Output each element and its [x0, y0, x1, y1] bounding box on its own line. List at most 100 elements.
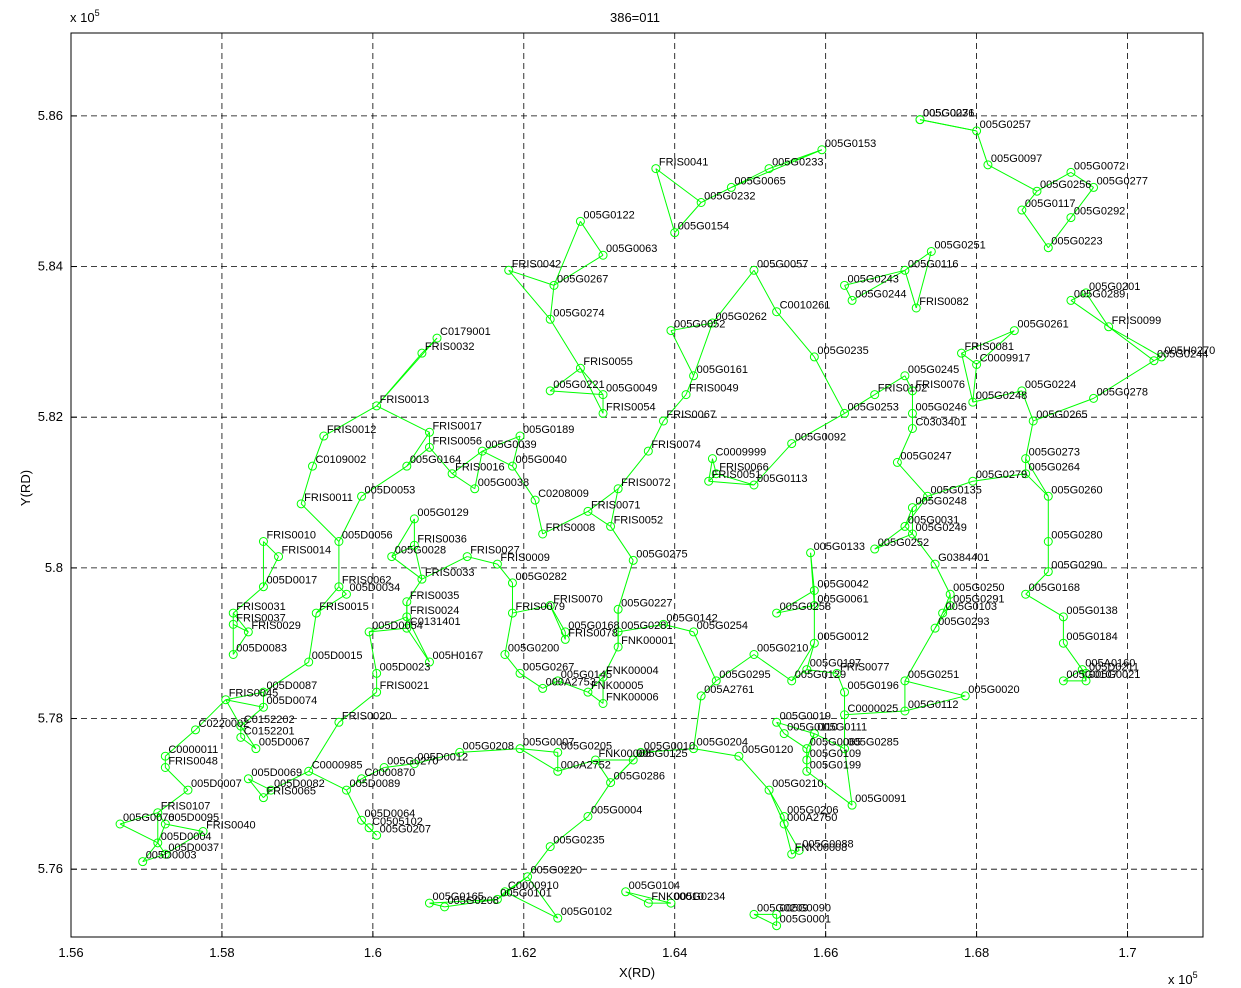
network-edge — [806, 669, 838, 674]
network-edge — [961, 353, 974, 403]
node-label: C0303401 — [915, 417, 966, 429]
node-label: C0010261 — [780, 300, 831, 312]
network-node — [153, 838, 163, 848]
network-node — [749, 265, 759, 275]
network-node — [960, 691, 970, 701]
node-label: 005G0286 — [614, 771, 665, 783]
network-edge — [429, 898, 498, 904]
network-node — [500, 650, 510, 659]
network-edge — [384, 763, 415, 768]
network-edge — [346, 789, 362, 821]
node-label: 005G0076 — [123, 812, 174, 824]
network-node — [266, 785, 276, 795]
node-label: 005G0120 — [742, 744, 793, 756]
network-node — [545, 601, 555, 611]
network-node — [1149, 356, 1159, 366]
network-edge — [791, 642, 815, 682]
network-edge — [961, 330, 1015, 354]
network-edge — [976, 130, 989, 165]
network-nodes — [115, 115, 1166, 931]
network-edge — [896, 428, 913, 463]
network-node — [749, 650, 759, 659]
network-node — [160, 751, 170, 761]
network-edge — [904, 270, 917, 309]
network-edge — [776, 721, 815, 735]
network-node — [1017, 205, 1027, 215]
network-edge — [1025, 593, 1064, 618]
network-edge — [1025, 458, 1049, 497]
node-label: FRIS0014 — [282, 545, 332, 557]
network-edge — [806, 733, 815, 749]
node-label: 005A2761 — [704, 684, 754, 696]
network-edge — [376, 352, 423, 407]
network-edge — [323, 405, 377, 437]
node-label: 005G0275 — [636, 548, 687, 560]
network-node — [779, 819, 789, 829]
network-node — [409, 540, 419, 550]
network-edge — [874, 375, 906, 396]
node-label: 005G0292 — [1074, 206, 1125, 218]
network-edge — [587, 488, 619, 512]
network-edge — [391, 518, 415, 557]
network-node — [334, 582, 344, 592]
network-edge — [655, 168, 676, 233]
network-edge — [587, 510, 611, 527]
network-node — [598, 390, 608, 400]
node-label: 005G0168 — [568, 620, 619, 632]
network-edge — [1070, 292, 1087, 301]
node-label: 005G0278 — [1097, 386, 1148, 398]
network-node — [402, 623, 412, 633]
node-label: FRIS0033 — [425, 567, 475, 579]
network-node — [409, 514, 419, 524]
network-edge — [731, 168, 770, 188]
network-node — [507, 461, 517, 471]
network-edge — [972, 390, 1022, 403]
node-label: 005G0091 — [855, 793, 906, 805]
network-node — [764, 785, 774, 795]
y-tick-label: 5.84 — [38, 259, 63, 274]
network-node — [364, 627, 374, 637]
network-edge — [1070, 171, 1094, 188]
network-node — [726, 182, 736, 192]
network-edge — [429, 447, 453, 475]
node-label: 005G0253 — [848, 401, 899, 413]
network-node — [1081, 676, 1091, 686]
node-label: 005G0220 — [531, 865, 582, 877]
network-node — [549, 280, 559, 290]
node-label: 005G0209 — [757, 902, 808, 914]
node-label: FRIS0067 — [666, 409, 716, 421]
node-label: 005G0065 — [810, 737, 861, 749]
network-node — [847, 800, 857, 810]
node-label: 005G0097 — [991, 153, 1042, 165]
network-node — [523, 872, 533, 882]
node-label: 005G0049 — [606, 383, 657, 395]
node-label: 005D0015 — [312, 650, 363, 662]
network-edge — [640, 748, 694, 753]
network-edge — [1108, 326, 1155, 362]
network-node — [296, 499, 306, 509]
node-label: 005G0031 — [908, 514, 959, 526]
network-node — [666, 898, 676, 908]
node-label: 005G0289 — [1074, 288, 1125, 300]
node-label: 005G0243 — [848, 273, 899, 285]
network-node — [553, 676, 563, 686]
node-label: 005D0023 — [380, 661, 431, 673]
node-label: C0152202 — [244, 714, 295, 726]
node-label: 005G0235 — [817, 345, 868, 357]
network-edge — [768, 789, 785, 817]
network-node — [809, 729, 819, 739]
node-label: 005G0234 — [674, 891, 725, 903]
network-node — [538, 683, 548, 693]
gridlines — [71, 33, 1203, 937]
node-label: FRIS0070 — [553, 594, 603, 606]
network-node — [1043, 567, 1053, 577]
node-label: C0152201 — [244, 725, 295, 737]
network-node — [258, 793, 268, 803]
network-node — [658, 416, 668, 426]
network-node — [319, 431, 329, 441]
network-node — [153, 808, 163, 818]
node-label: FRIS0017 — [432, 420, 482, 432]
node-label: 005G0236 — [923, 108, 974, 120]
node-label: 005G0251 — [934, 239, 985, 251]
network-node — [1058, 638, 1068, 648]
